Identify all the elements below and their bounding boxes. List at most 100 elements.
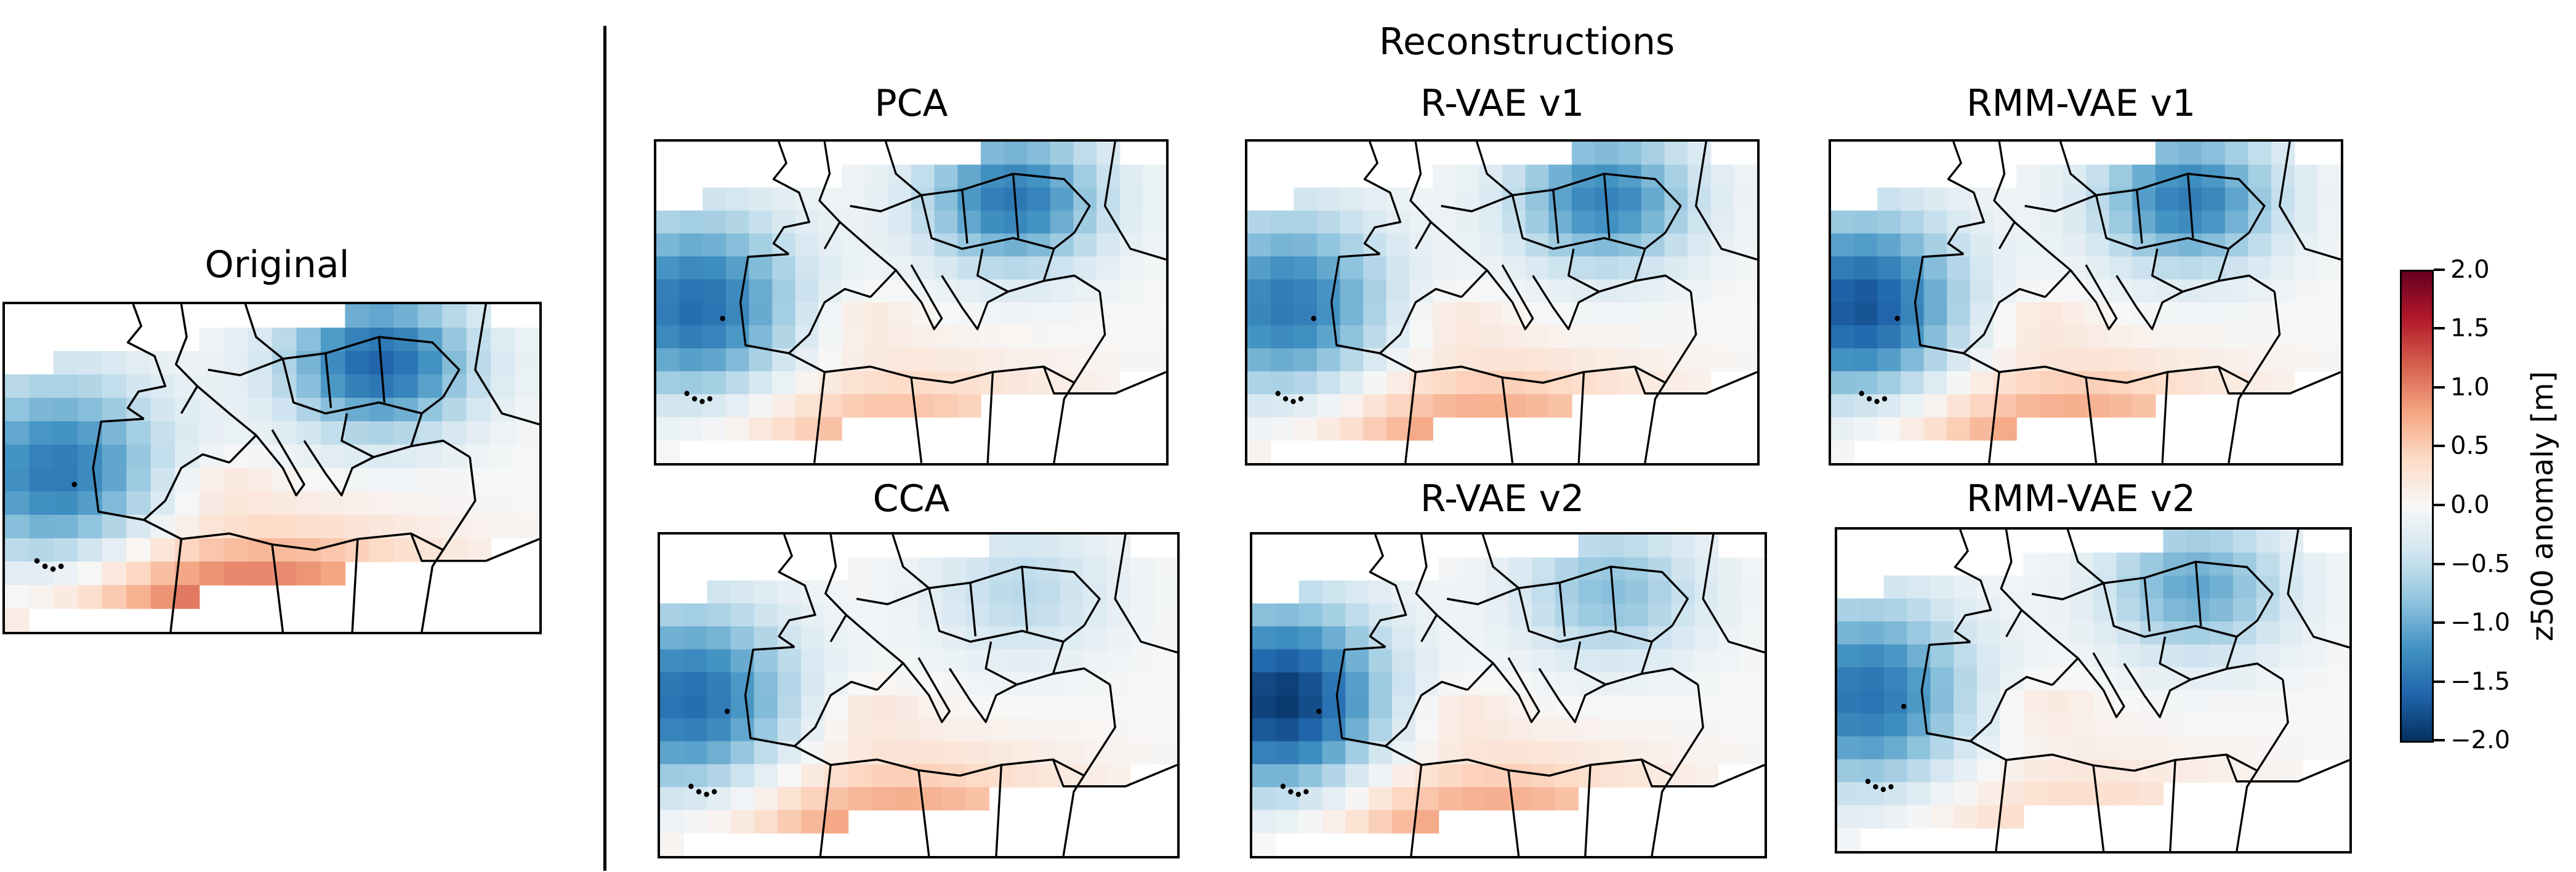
grid-cell <box>1275 626 1300 650</box>
grid-cell <box>1097 142 1121 166</box>
grid-cell <box>126 374 151 398</box>
coastline <box>1651 684 1704 856</box>
grid-cell <box>1050 187 1074 211</box>
coastline <box>928 587 1085 643</box>
grid-cell <box>175 514 200 539</box>
grid-cell <box>683 603 708 627</box>
coastline <box>856 587 930 605</box>
island-marker <box>1295 791 1302 797</box>
grid-cell <box>1877 233 1901 257</box>
grid-cell <box>1143 187 1166 211</box>
grid-cell <box>150 350 175 375</box>
grid-cell <box>417 444 443 469</box>
grid-cell <box>2317 256 2341 280</box>
grid-cell <box>871 557 896 581</box>
grid-cell <box>1502 371 1526 395</box>
grid-cell <box>818 256 842 280</box>
grid-cell <box>199 491 224 515</box>
grid-cell <box>1970 256 1994 280</box>
grid-cell <box>842 164 866 188</box>
grid-cell <box>1976 805 2001 829</box>
grid-cell <box>1930 644 1954 668</box>
map-pca-svg <box>656 142 1166 463</box>
grid-cell <box>2163 644 2188 668</box>
grid-cell <box>199 421 224 445</box>
grid-cell <box>1322 603 1346 627</box>
grid-cell <box>965 672 990 696</box>
grid-cell <box>2039 325 2064 349</box>
grid-cell <box>730 626 755 650</box>
grid-cell <box>223 561 249 586</box>
coastline <box>2031 582 2104 600</box>
grid-cell <box>2256 621 2280 645</box>
grid-cell <box>1438 718 1463 742</box>
grid-cell <box>1363 256 1387 280</box>
grid-cell <box>1369 649 1393 673</box>
grid-cell <box>2093 598 2117 622</box>
grid-cell <box>2163 736 2188 760</box>
grid-cell <box>1097 325 1121 349</box>
grid-cell <box>1130 741 1154 765</box>
grid-cell <box>1363 325 1387 349</box>
grid-cell <box>818 325 842 349</box>
grid-cell <box>1648 535 1672 559</box>
coastline <box>876 657 951 724</box>
grid-cell <box>1877 348 1901 372</box>
grid-cell <box>795 394 819 418</box>
grid-cell <box>466 350 491 375</box>
island-marker <box>1882 396 1888 402</box>
coastline <box>1694 142 1757 261</box>
grid-cell <box>1734 164 1757 188</box>
grid-cell <box>1854 210 1878 234</box>
grid-cell <box>919 741 943 765</box>
coastline <box>1574 641 1606 686</box>
grid-cell <box>1618 325 1642 349</box>
grid-cell <box>2178 325 2202 349</box>
grid-cell <box>683 695 708 719</box>
grid-cell <box>1930 759 1954 783</box>
grid-cell <box>1298 649 1323 673</box>
grid-cell <box>660 626 684 650</box>
grid-cell <box>2023 759 2048 783</box>
coastline <box>1507 770 1520 856</box>
grid-cell <box>1641 279 1665 303</box>
grid-cell <box>1083 764 1108 788</box>
grid-cell <box>1298 695 1323 719</box>
grid-cell <box>848 649 872 673</box>
island-marker <box>1290 398 1296 405</box>
coastline <box>196 385 257 437</box>
grid-cell <box>1923 302 1947 326</box>
grid-cell <box>772 210 796 234</box>
grid-cell <box>1618 187 1642 211</box>
grid-cell <box>1455 164 1480 188</box>
coastline <box>1644 291 1697 463</box>
grid-cell <box>2039 210 2064 234</box>
grid-cell <box>2139 736 2164 760</box>
grid-cell <box>1578 535 1603 559</box>
grid-cell <box>1012 626 1037 650</box>
grid-cell <box>1433 164 1457 188</box>
grid-cell <box>725 279 750 303</box>
grid-cell <box>1340 256 1364 280</box>
grid-cell <box>888 210 912 234</box>
grid-cell <box>1877 187 1901 211</box>
grid-cell <box>2256 575 2280 599</box>
grid-cell <box>393 304 419 328</box>
grid-cell <box>1907 575 1931 599</box>
grid-cell <box>1718 557 1742 581</box>
grid-cell <box>2070 621 2094 645</box>
grid-cell <box>2271 256 2295 280</box>
colorbar <box>2400 270 2434 743</box>
grid-cell <box>1294 348 1318 372</box>
grid-cell <box>1954 805 1978 829</box>
grid-cell <box>679 348 704 372</box>
grid-cell <box>749 256 773 280</box>
panel-title-r-vae-v2: R-VAE v2 <box>1420 477 1585 520</box>
grid-cell <box>2086 256 2110 280</box>
grid-cell <box>1298 672 1323 696</box>
grid-cell <box>1741 649 1765 673</box>
grid-cell <box>2086 325 2110 349</box>
grid-cell <box>1345 718 1369 742</box>
grid-cell <box>491 421 516 445</box>
grid-cell <box>2139 782 2164 806</box>
